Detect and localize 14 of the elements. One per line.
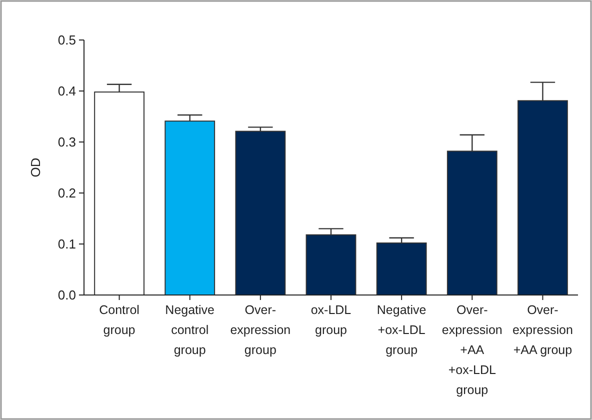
x-tick-label: ox-LDL group [310, 303, 352, 337]
y-axis-title: OD [28, 158, 43, 178]
x-tick-label: Over- expression +AA group [512, 303, 573, 357]
x-tick-label: Control group [99, 303, 140, 337]
y-tick-label: 0.1 [58, 236, 76, 252]
x-tick-label: Negative +ox-LDL group [376, 303, 426, 357]
y-tick-label: 0.3 [58, 134, 76, 150]
x-tick-label: Over- expression group [230, 303, 291, 357]
y-tick-label: 0.4 [58, 84, 76, 99]
x-tick-label: Negative control group [165, 303, 215, 357]
y-tick-label: 0.0 [58, 288, 76, 303]
x-tick-label: Over- expression +AA +ox-LDL group [442, 303, 502, 397]
y-tick-label: 0.5 [58, 32, 76, 48]
y-tick-label: 0.2 [58, 186, 76, 201]
